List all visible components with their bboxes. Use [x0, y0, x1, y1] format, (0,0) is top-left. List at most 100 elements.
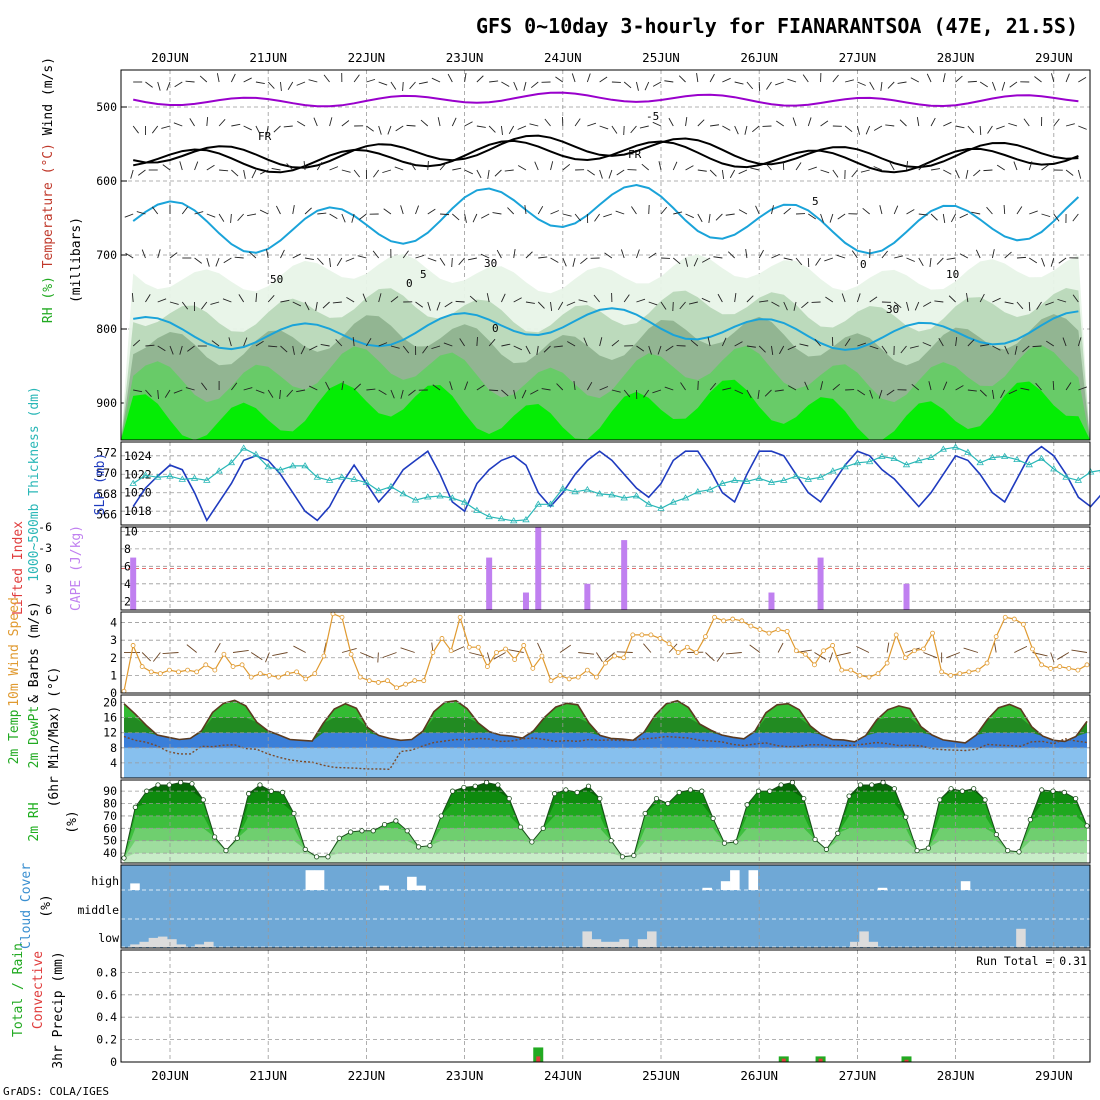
wind-barb [906, 301, 910, 311]
rh-marker [472, 783, 478, 789]
thickness-marker [460, 498, 469, 505]
wind-barb [893, 205, 899, 215]
wind-speed-marker [893, 632, 899, 638]
wind-speed-marker [784, 628, 790, 634]
wind-barb [447, 73, 453, 83]
wind-barb [493, 652, 506, 660]
cloud-level-label-low: low [98, 931, 119, 945]
wind-speed-marker [775, 627, 781, 633]
contour-label: FR [628, 148, 642, 161]
wind-speed-marker [212, 667, 218, 673]
wind-barb [885, 124, 895, 127]
thickness-marker [1050, 465, 1058, 472]
wind-barb [1062, 337, 1067, 347]
rh-marker [495, 782, 501, 788]
wind-barb [550, 210, 559, 215]
panel-frame [120, 441, 1091, 526]
wind-barb [366, 78, 376, 83]
wind-barb [1008, 122, 1018, 127]
thickness-marker [436, 492, 444, 499]
wind-speed-marker [1084, 662, 1090, 668]
rh-marker [631, 852, 637, 859]
wind-barb [206, 257, 210, 267]
rh-marker [676, 789, 682, 795]
wind-barb [1016, 206, 1023, 215]
wind-barb [553, 345, 563, 348]
wind-barb [382, 169, 392, 174]
slp-ylabel: SLP (mb) [93, 453, 108, 516]
rh-marker [653, 795, 660, 802]
wind-barb [557, 301, 564, 311]
wind-barb [688, 301, 698, 305]
slp-thickness-panel: 1018 1020 1022 1024 566 568 570 572 1000~500mb T… [27, 386, 1100, 582]
wind-barb [668, 117, 674, 127]
wind-barb [395, 125, 404, 132]
wind-speed-marker [375, 680, 381, 685]
rh-marker [393, 818, 399, 824]
wind-barb [345, 257, 355, 262]
wind-barb [346, 296, 355, 303]
wind-barb [366, 125, 374, 132]
rh-marker [903, 814, 909, 820]
thickness-marker [841, 463, 849, 470]
rh-marker [359, 828, 365, 834]
thickness-marker [669, 498, 677, 505]
wind-10m-panel: 0 1 2 3 4 10m Wind Speed & Barbs (m/s) [7, 597, 1091, 707]
rh-marker [1061, 789, 1067, 795]
wind-speed-marker [739, 618, 745, 624]
wind-barb [702, 257, 711, 263]
rh-marker [268, 788, 274, 794]
wind-barb [574, 213, 582, 222]
thickness-marker [730, 476, 739, 483]
rh-marker [801, 795, 807, 802]
wind-barb [599, 169, 603, 179]
rh-marker [257, 782, 263, 788]
wind-barb [378, 81, 388, 86]
wind-barb [372, 250, 380, 259]
wind-barb [914, 301, 920, 311]
cloud-unit-ylabel: (%) [39, 894, 54, 917]
wind-barb [749, 644, 761, 653]
wind-barb [427, 208, 436, 215]
contour-label: 30 [886, 303, 899, 316]
wind-barb [832, 383, 841, 391]
wind-barb [910, 77, 919, 83]
cloud-level-label-high: high [91, 874, 119, 888]
thickness-marker [166, 472, 174, 479]
wind-barb [1036, 301, 1042, 310]
thickness-marker [387, 482, 395, 490]
wind-barb [341, 213, 346, 223]
wind-barb [231, 169, 239, 177]
wind-barb [543, 345, 551, 353]
wind-barb [353, 169, 361, 178]
wind-barb [315, 301, 318, 311]
wind-barb [587, 169, 595, 176]
wind-speed-marker [984, 660, 990, 666]
wind-barb [709, 382, 717, 391]
cloud-low-bar [139, 941, 149, 947]
wind-barb [194, 161, 199, 171]
cape-bar [621, 540, 628, 610]
temp-ylabel: 2m Temp [7, 709, 22, 764]
rh-marker [642, 810, 648, 817]
wind-barb [734, 293, 737, 303]
temp-unit-ylabel: (6hr Min/Max) (°C) [47, 667, 62, 808]
wind-barb [1029, 257, 1038, 264]
wind-barb [292, 205, 295, 215]
wind-barb [869, 81, 875, 91]
wind-barb [820, 169, 830, 174]
wind-barb [387, 125, 392, 135]
wind-speed-marker [766, 630, 772, 636]
wind-barb [320, 343, 330, 347]
cloud-low-bar [176, 944, 186, 947]
wind-barb [685, 165, 694, 171]
wind-barb [936, 257, 944, 265]
thickness-marker [325, 476, 334, 483]
wind-barb [410, 162, 416, 171]
wind-barb [488, 338, 496, 347]
cloud-high-bar [702, 887, 712, 890]
wind-barb [439, 257, 446, 266]
wind-barb [955, 385, 964, 391]
wind-barb [329, 213, 338, 220]
wind-ylabel-2: & Barbs (m/s) [27, 601, 42, 703]
